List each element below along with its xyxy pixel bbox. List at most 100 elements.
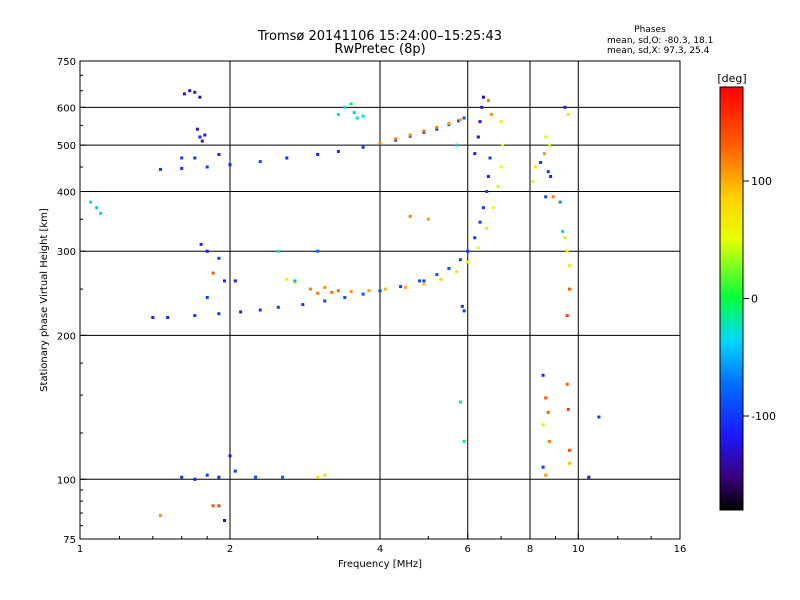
echo-point [549, 175, 553, 178]
chart-title: Tromsø 20141106 15:24:00–15:25:43 [257, 29, 502, 44]
echo-point [361, 114, 365, 118]
y-tick-label: 600 [57, 103, 76, 114]
echo-point [447, 122, 451, 125]
echo-point [180, 156, 184, 160]
echo-point [435, 125, 439, 129]
echo-point [228, 454, 232, 458]
colorbar-tick-label: 0 [751, 293, 758, 306]
echo-point [193, 90, 197, 94]
echo-point [566, 112, 570, 116]
echo-point [422, 279, 426, 283]
echo-point [258, 308, 262, 312]
echo-point [435, 127, 439, 131]
x-tick-label: 1 [77, 544, 83, 555]
echo-point [293, 281, 297, 284]
y-tick-label: 750 [57, 57, 76, 68]
echo-point [323, 473, 327, 477]
phases-x-stats: mean, sd,X: 97.3, 25.4 [607, 46, 710, 56]
echo-point [223, 279, 226, 283]
echo-point [486, 175, 490, 178]
chart-subtitle: RwPretec (8p) [334, 42, 425, 57]
echo-point [546, 170, 550, 174]
echo-point [565, 382, 569, 386]
echo-point [323, 285, 327, 289]
echo-point [485, 190, 489, 193]
echo-point [193, 156, 197, 160]
echo-point [455, 143, 459, 147]
y-tick-label: 300 [57, 247, 76, 258]
echo-point [336, 112, 340, 116]
echo-point [182, 92, 186, 96]
echo-point [198, 135, 202, 139]
phases-o-stats: mean, sd,O: -80.3, 18.1 [607, 36, 713, 46]
echo-point [223, 519, 226, 522]
echo-point [541, 465, 545, 469]
echo-point [568, 461, 571, 465]
echo-point [217, 475, 221, 479]
echo-point [462, 116, 466, 120]
echo-point [499, 120, 503, 124]
echo-point [316, 291, 320, 295]
echo-point [217, 256, 221, 260]
y-axis-ticks: 75 100 200 300 400 500 600 750 [57, 57, 86, 546]
echo-point [558, 200, 562, 204]
echo-point [439, 277, 443, 281]
echo-point [95, 206, 99, 210]
echo-point [460, 304, 464, 308]
y-tick-label: 200 [57, 331, 76, 342]
echo-point [455, 270, 459, 274]
echo-point [485, 226, 489, 230]
echo-point [466, 260, 470, 264]
echo-point [547, 143, 551, 147]
echo-point [541, 423, 545, 427]
echo-point [531, 179, 535, 183]
y-tick-label: 100 [57, 475, 76, 486]
echo-point [491, 206, 495, 210]
echo-point [361, 145, 365, 149]
echo-point [89, 200, 93, 204]
echo-point [496, 184, 500, 188]
echo-point [488, 156, 492, 160]
y-axis-label: Stationary phase Virtual Height [km] [39, 208, 50, 392]
x-tick-label: 16 [674, 544, 687, 555]
echo-point [367, 289, 371, 293]
echo-point [199, 242, 203, 246]
echo-point [501, 143, 505, 147]
echo-point [565, 314, 569, 318]
echo-point [188, 89, 192, 93]
y-tick-label: 75 [63, 535, 76, 546]
echo-point [158, 167, 162, 171]
echo-point [285, 156, 289, 160]
echo-point [316, 475, 320, 479]
echo-point [544, 195, 548, 199]
echo-point [486, 99, 490, 102]
echo-point [476, 135, 480, 139]
echo-point [563, 105, 567, 109]
echo-point [399, 285, 403, 289]
echo-point [490, 112, 494, 116]
grid-lines [80, 61, 680, 539]
echo-point [473, 152, 477, 156]
echo-point [205, 296, 209, 299]
echo-point [383, 287, 387, 291]
echo-point [542, 152, 546, 156]
x-tick-label: 2 [227, 544, 233, 555]
echo-point [205, 165, 209, 169]
echo-point [343, 105, 347, 109]
echo-point [361, 292, 365, 296]
echo-point [258, 160, 262, 164]
echo-point [457, 119, 460, 123]
echo-point [205, 473, 209, 477]
echo-point [316, 153, 320, 156]
echo-point [426, 217, 430, 221]
echo-point [233, 279, 237, 283]
echo-point [458, 118, 462, 122]
x-tick-label: 6 [465, 544, 471, 555]
echo-point [418, 279, 421, 283]
echo-point [404, 285, 407, 289]
echo-point [499, 165, 503, 169]
echo-point [195, 127, 199, 131]
colorbar-tick-label: -100 [751, 410, 776, 423]
echo-point [587, 475, 591, 479]
